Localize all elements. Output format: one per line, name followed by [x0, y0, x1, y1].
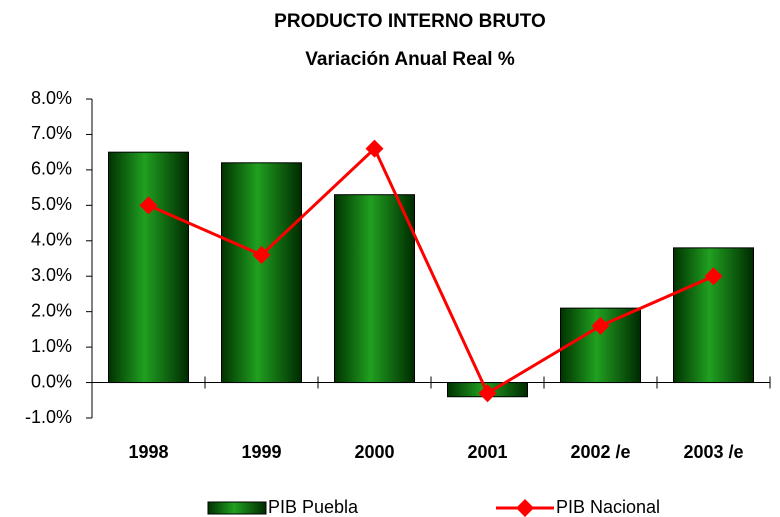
- marker: [591, 316, 610, 335]
- legend-swatch: [207, 501, 267, 515]
- x-tick-label: 2002 /e: [570, 442, 630, 462]
- marker: [365, 139, 384, 158]
- legend-marker: [516, 499, 534, 517]
- x-tick-label: 1998: [128, 442, 168, 462]
- legend-label: PIB Puebla: [268, 497, 359, 517]
- y-tick-label: 8.0%: [31, 88, 72, 108]
- marker: [252, 245, 271, 264]
- bar: [334, 194, 415, 384]
- marker: [139, 196, 158, 215]
- line: [147, 146, 715, 396]
- y-tick-label: 4.0%: [31, 230, 72, 250]
- marker: [478, 384, 497, 403]
- legend-label: PIB Nacional: [556, 497, 660, 517]
- x-tick-label: 2001: [467, 442, 507, 462]
- x-tick-label: 1999: [241, 442, 281, 462]
- bar: [221, 162, 302, 384]
- y-tick-label: 2.0%: [31, 300, 72, 320]
- x-tick-label: 2000: [354, 442, 394, 462]
- y-tick-label: 6.0%: [31, 159, 72, 179]
- y-tick-label: 0.0%: [31, 371, 72, 391]
- bar: [560, 307, 641, 384]
- y-tick-label: 5.0%: [31, 194, 72, 214]
- y-tick-label: 1.0%: [31, 336, 72, 356]
- y-tick-label: 7.0%: [31, 123, 72, 143]
- x-tick-label: 2003 /e: [683, 442, 743, 462]
- y-tick-label: 3.0%: [31, 265, 72, 285]
- chart-subtitle: Variación Anual Real %: [305, 49, 515, 70]
- bar: [108, 151, 189, 384]
- y-tick-label: -1.0%: [25, 407, 72, 427]
- chart-title: PRODUCTO INTERNO BRUTO: [274, 11, 546, 32]
- marker: [704, 267, 723, 286]
